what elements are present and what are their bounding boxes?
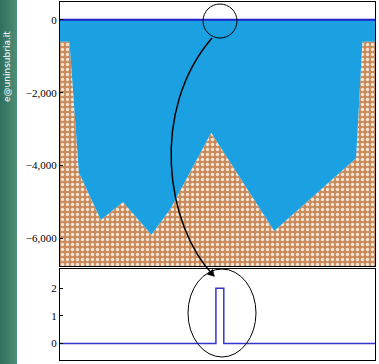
html-text:e@uninsubria.it: e@uninsubria.it <box>2 31 12 102</box>
svg-text:0: 0 <box>51 14 57 26</box>
svg-text:2: 2 <box>51 282 57 294</box>
svg-text:−4,000: −4,000 <box>26 159 57 171</box>
svg-text:−6,000: −6,000 <box>26 232 57 244</box>
svg-text:1: 1 <box>51 310 57 322</box>
svg-text:−2,000: −2,000 <box>26 87 57 99</box>
svg-text:0: 0 <box>51 337 57 349</box>
